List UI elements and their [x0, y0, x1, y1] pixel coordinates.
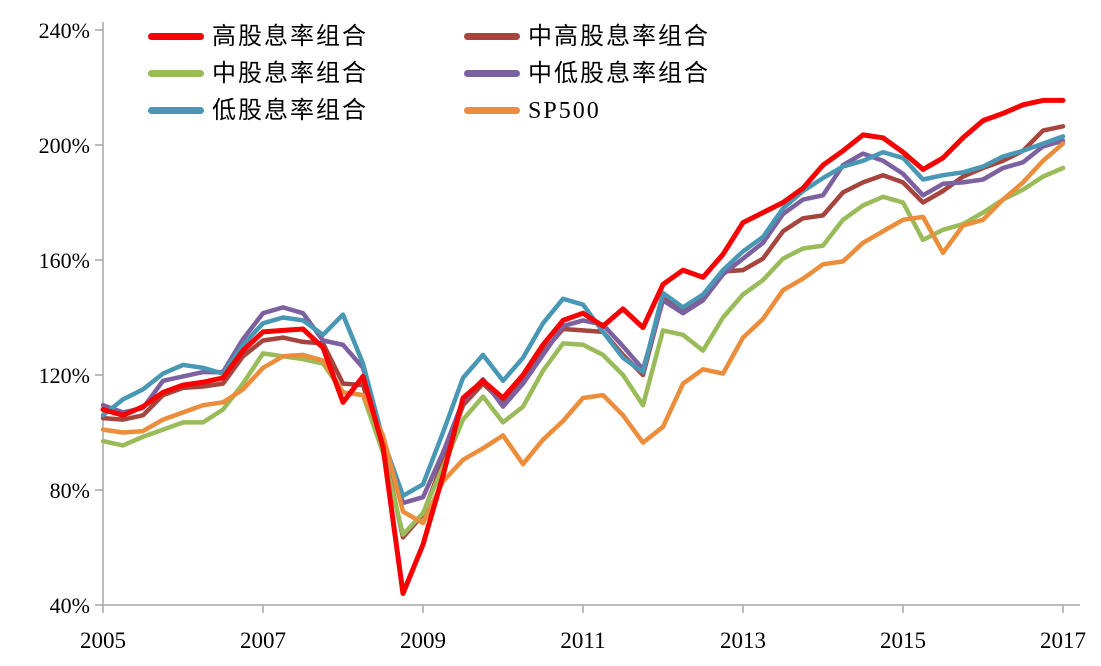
- legend-swatch-icon: [464, 107, 520, 114]
- legend-item-低股息率组合: 低股息率组合: [148, 99, 464, 123]
- y-tick-label: 160%: [39, 248, 90, 273]
- legend-swatch-icon: [464, 33, 520, 40]
- series-line-SP500: [100, 141, 1066, 526]
- x-tick-label: 2007: [240, 628, 286, 653]
- x-tick-label: 2013: [720, 628, 766, 653]
- y-tick-label: 240%: [39, 18, 90, 43]
- x-tick-label: 2009: [400, 628, 446, 653]
- series-line-中高股息率组合: [100, 124, 1066, 540]
- legend-item-中高股息率组合: 中高股息率组合: [464, 25, 710, 49]
- series-line-高股息率组合: [100, 97, 1066, 596]
- legend-item-高股息率组合: 高股息率组合: [148, 25, 464, 49]
- legend-label: 中低股息率组合: [528, 60, 710, 87]
- legend-label: 高股息率组合: [212, 23, 368, 50]
- legend-swatch-icon: [148, 33, 204, 40]
- y-tick-label: 80%: [50, 478, 90, 503]
- series-line-中低股息率组合: [100, 138, 1066, 506]
- legend-item-中股息率组合: 中股息率组合: [148, 62, 464, 86]
- legend-label: 中高股息率组合: [528, 23, 710, 50]
- x-tick-label: 2011: [560, 628, 605, 653]
- series-line-低股息率组合: [100, 134, 1066, 499]
- legend-label: 低股息率组合: [212, 97, 368, 124]
- x-tick-label: 2005: [80, 628, 126, 653]
- series-line-中股息率组合: [100, 165, 1066, 537]
- chart-legend: 高股息率组合 中高股息率组合中股息率组合 中低股息率组合低股息率组合 SP500: [148, 18, 710, 129]
- legend-item-中低股息率组合: 中低股息率组合: [464, 62, 710, 86]
- y-tick-label: 120%: [39, 363, 90, 388]
- legend-swatch-icon: [464, 70, 520, 77]
- legend-swatch-icon: [148, 70, 204, 77]
- x-tick-label: 2017: [1040, 628, 1086, 653]
- legend-label: 中股息率组合: [212, 60, 368, 87]
- legend-swatch-icon: [148, 107, 204, 114]
- y-tick-label: 40%: [50, 593, 90, 618]
- y-tick-label: 200%: [39, 133, 90, 158]
- x-tick-label: 2015: [880, 628, 926, 653]
- legend-label: SP500: [528, 97, 601, 124]
- legend-item-SP500: SP500: [464, 99, 710, 123]
